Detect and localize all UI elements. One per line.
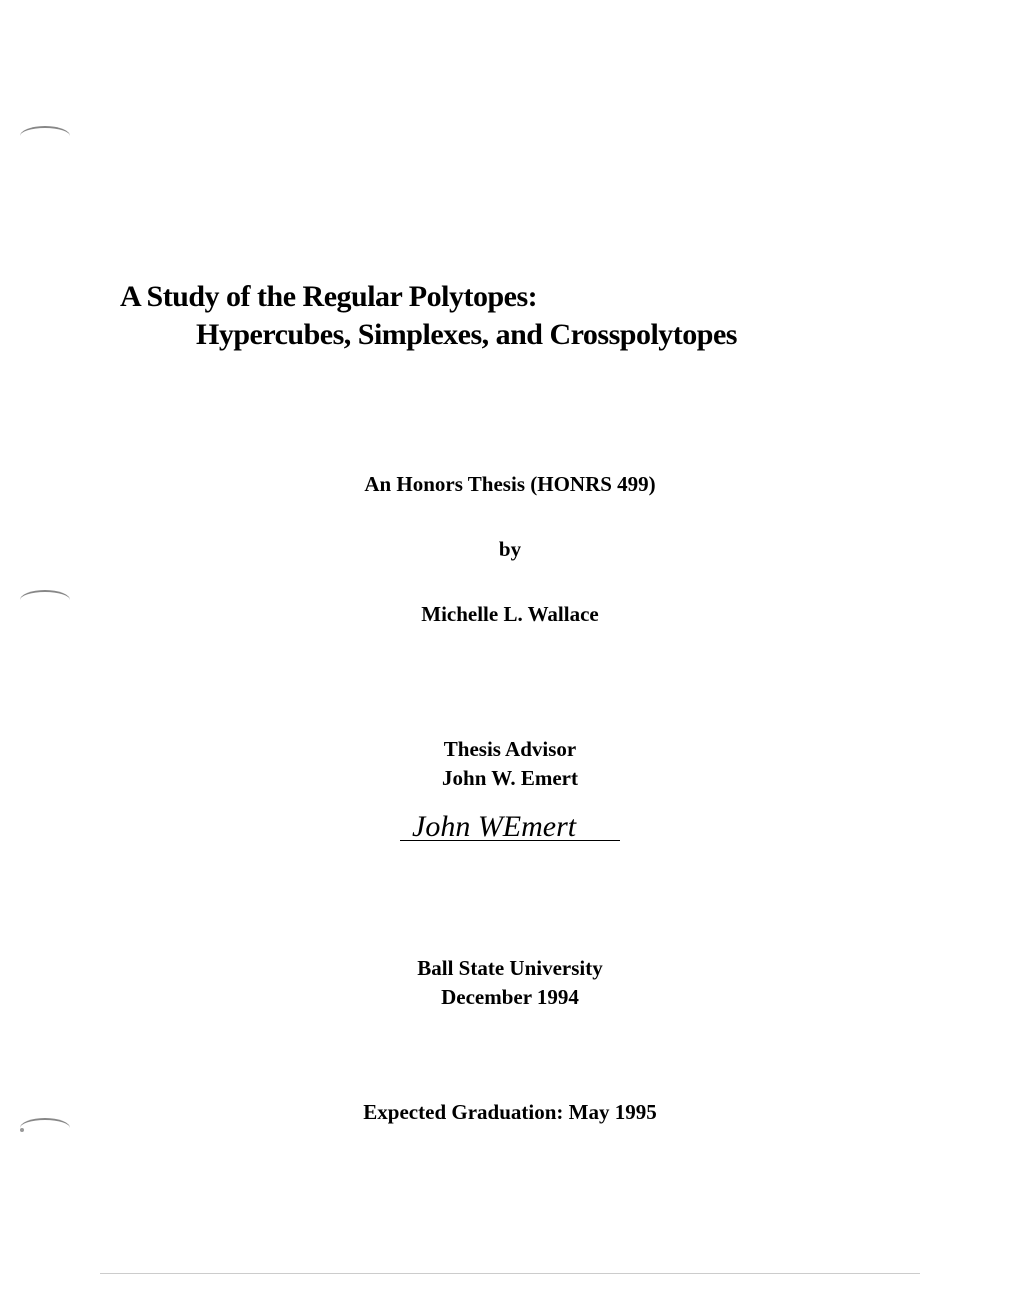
advisor-name: John W. Emert bbox=[100, 766, 920, 791]
scan-artifact-bottom-line bbox=[100, 1273, 920, 1274]
graduation-block: Expected Graduation: May 1995 bbox=[100, 1100, 920, 1125]
thesis-date: December 1994 bbox=[100, 985, 920, 1010]
advisor-signature: John WEmert bbox=[412, 810, 576, 844]
university-name: Ball State University bbox=[100, 956, 920, 981]
university-block: Ball State University December 1994 bbox=[100, 956, 920, 1010]
document-page: A Study of the Regular Polytopes: Hyperc… bbox=[0, 0, 1020, 1314]
signature-line: John WEmert bbox=[400, 805, 620, 841]
scan-artifact-mark bbox=[20, 1118, 70, 1138]
advisor-label: Thesis Advisor bbox=[100, 737, 920, 762]
thesis-subtitle: An Honors Thesis (HONRS 499) bbox=[100, 472, 920, 497]
scan-artifact-dot bbox=[20, 1128, 24, 1132]
scan-artifact-mark bbox=[20, 590, 70, 610]
scan-artifact-mark bbox=[20, 126, 70, 146]
subtitle-block: An Honors Thesis (HONRS 499) by Michelle… bbox=[100, 472, 920, 627]
advisor-block: Thesis Advisor John W. Emert John WEmert bbox=[100, 737, 920, 846]
title-line-1: A Study of the Regular Polytopes: bbox=[120, 280, 920, 314]
title-line-2: Hypercubes, Simplexes, and Crosspolytope… bbox=[196, 318, 920, 352]
by-line: by bbox=[100, 537, 920, 562]
expected-graduation: Expected Graduation: May 1995 bbox=[100, 1100, 920, 1125]
author-name: Michelle L. Wallace bbox=[100, 602, 920, 627]
title-block: A Study of the Regular Polytopes: Hyperc… bbox=[120, 280, 920, 352]
